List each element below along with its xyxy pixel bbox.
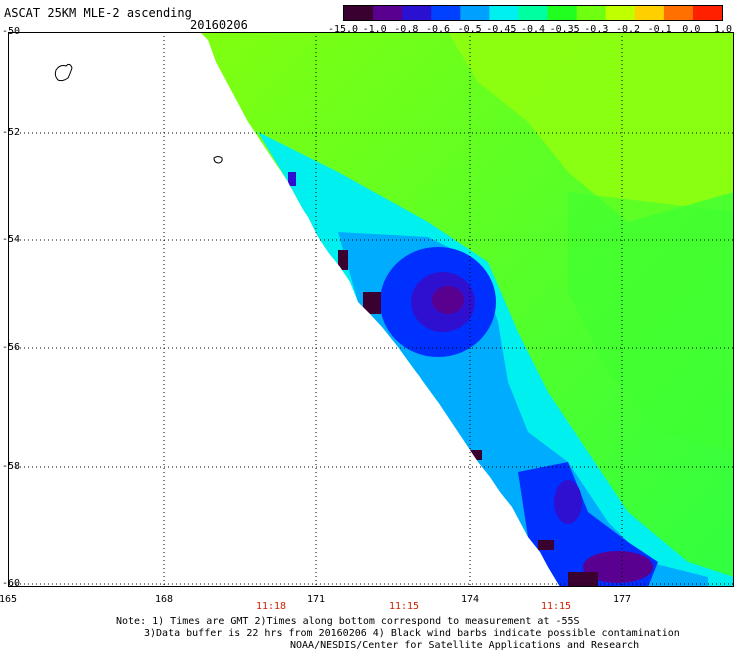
colorbar-segment	[605, 6, 636, 20]
product-title: ASCAT 25KM MLE-2 ascending	[4, 6, 192, 20]
colorbar-label: -1.0	[362, 24, 387, 35]
map-border	[8, 32, 734, 587]
lat-label: -52	[2, 127, 21, 138]
lon-label: 177	[612, 594, 632, 605]
colorbar-segment	[547, 6, 578, 20]
lon-label: 168	[154, 594, 174, 605]
colorbar-label: -0.45	[486, 24, 517, 35]
colorbar-label: -0.2	[615, 24, 641, 35]
colorbar-segment	[634, 6, 665, 20]
colorbar-label: -15.0	[327, 24, 359, 35]
time-label: 11:18	[255, 601, 287, 612]
lon-label: 171	[306, 594, 326, 605]
colorbar-label: 1.0	[713, 24, 733, 35]
colorbar	[343, 5, 723, 21]
colorbar-segment	[402, 6, 432, 20]
colorbar-label: -0.1	[647, 24, 672, 35]
colorbar-label: -0.35	[549, 24, 580, 35]
lon-label: 174	[460, 594, 480, 605]
lon-label: 165	[0, 594, 18, 605]
colorbar-label: 0.0	[682, 24, 701, 35]
lat-label: -58	[2, 461, 21, 472]
note-line-1: Note: 1) Times are GMT 2)Times along bot…	[116, 616, 580, 627]
colorbar-segment	[692, 6, 722, 20]
colorbar-label: -0.4	[520, 24, 546, 35]
note-line-2: 3)Data buffer is 22 hrs from 20160206 4)…	[144, 628, 680, 639]
colorbar-label: -0.6	[425, 24, 451, 35]
colorbar-segment	[431, 6, 461, 20]
note-line-3: NOAA/NESDIS/Center for Satellite Applica…	[290, 640, 640, 651]
colorbar-segment	[460, 6, 490, 20]
lat-label: -50	[2, 26, 21, 37]
colorbar-segment	[663, 6, 694, 20]
island-outline	[54, 63, 73, 82]
colorbar-segment	[518, 6, 549, 20]
time-label: 11:15	[388, 601, 420, 612]
colorbar-segment	[344, 6, 374, 20]
colorbar-label: -0.8	[394, 24, 419, 35]
colorbar-segment	[373, 6, 403, 20]
lat-label: -60	[2, 578, 21, 589]
product-date: 20160206	[190, 18, 248, 32]
lat-label: -54	[2, 234, 21, 245]
lat-lon-grid	[8, 32, 734, 587]
colorbar-label: -0.5	[457, 24, 482, 35]
colorbar-label: -0.3	[584, 24, 609, 35]
time-label: 11:15	[540, 601, 572, 612]
lat-label: -56	[2, 342, 21, 353]
colorbar-segment	[576, 6, 607, 20]
island-outline-small	[213, 156, 223, 164]
colorbar-segment	[489, 6, 519, 20]
wind-map	[8, 32, 734, 587]
